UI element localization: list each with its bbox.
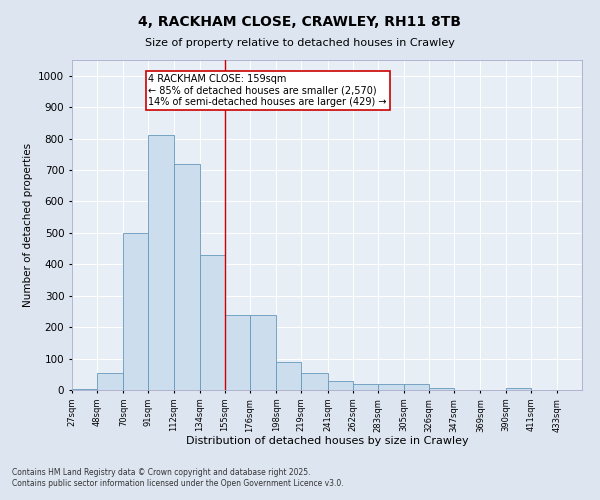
X-axis label: Distribution of detached houses by size in Crawley: Distribution of detached houses by size … (185, 436, 469, 446)
Text: 4 RACKHAM CLOSE: 159sqm
← 85% of detached houses are smaller (2,570)
14% of semi: 4 RACKHAM CLOSE: 159sqm ← 85% of detache… (148, 74, 387, 108)
Bar (97, 372, 124, 390)
Bar (429, 388, 454, 390)
Y-axis label: Number of detached properties: Number of detached properties (23, 143, 32, 307)
Text: Size of property relative to detached houses in Crawley: Size of property relative to detached ho… (145, 38, 455, 48)
Bar (124, 233, 148, 390)
Bar (404, 384, 429, 390)
Bar (148, 136, 173, 390)
Text: 4, RACKHAM CLOSE, CRAWLEY, RH11 8TB: 4, RACKHAM CLOSE, CRAWLEY, RH11 8TB (139, 15, 461, 29)
Bar (225, 314, 250, 390)
Bar (506, 388, 530, 390)
Bar (200, 255, 225, 390)
Text: Contains HM Land Registry data © Crown copyright and database right 2025.
Contai: Contains HM Land Registry data © Crown c… (12, 468, 344, 487)
Bar (173, 164, 200, 390)
Bar (378, 384, 404, 390)
Bar (72, 389, 97, 390)
Bar (250, 314, 276, 390)
Bar (353, 384, 378, 390)
Bar (276, 362, 301, 390)
Bar (301, 372, 328, 390)
Bar (328, 380, 353, 390)
